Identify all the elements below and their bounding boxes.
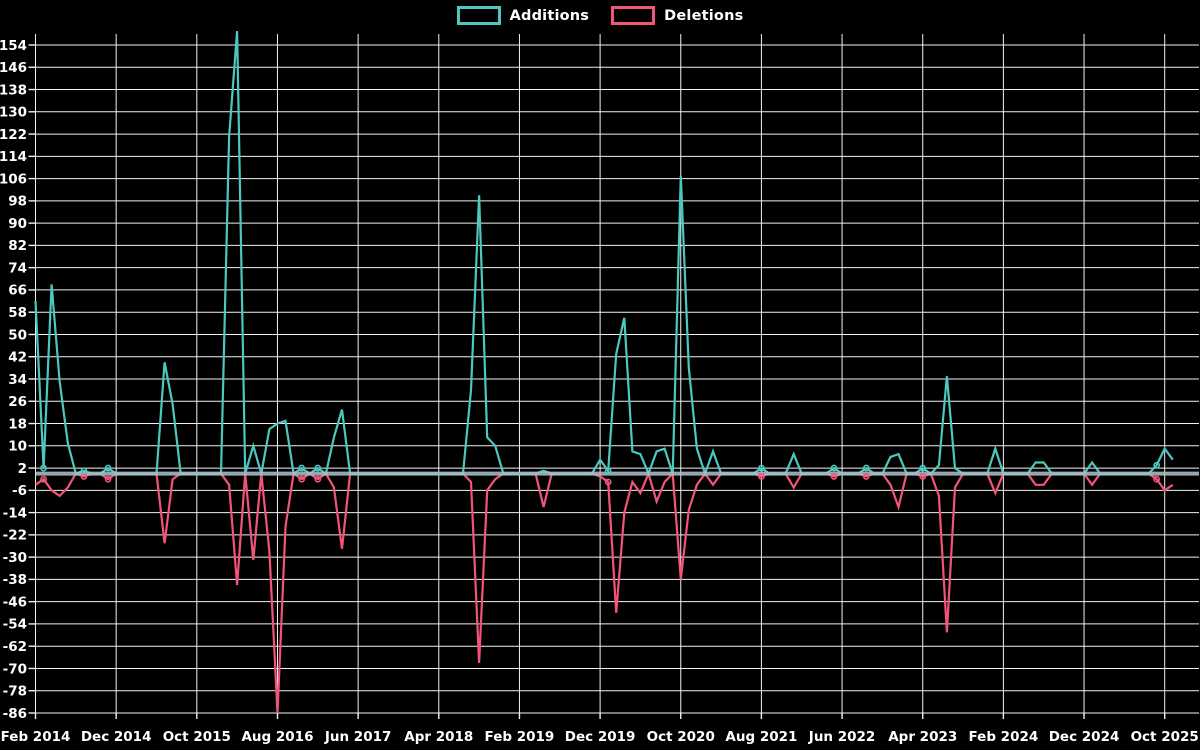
svg-text:Apr 2018: Apr 2018 xyxy=(404,729,473,745)
svg-text:106: 106 xyxy=(0,171,27,187)
svg-text:-78: -78 xyxy=(3,684,27,700)
svg-text:-22: -22 xyxy=(3,528,27,544)
svg-text:-30: -30 xyxy=(3,550,27,566)
svg-text:42: 42 xyxy=(8,350,27,366)
svg-text:50: 50 xyxy=(8,327,27,343)
svg-text:130: 130 xyxy=(0,105,27,121)
svg-text:-54: -54 xyxy=(3,617,27,633)
svg-text:114: 114 xyxy=(0,149,27,165)
svg-text:10: 10 xyxy=(8,439,27,455)
svg-text:-14: -14 xyxy=(3,505,27,521)
svg-text:-86: -86 xyxy=(3,706,27,722)
svg-text:90: 90 xyxy=(8,216,27,232)
legend-item-additions[interactable]: Additions xyxy=(456,6,590,25)
svg-text:Jun 2022: Jun 2022 xyxy=(808,729,876,745)
legend-item-deletions[interactable]: Deletions xyxy=(611,6,743,25)
svg-text:82: 82 xyxy=(8,238,27,254)
legend-label-additions: Additions xyxy=(509,7,590,24)
deletions-swatch-icon xyxy=(611,6,656,25)
svg-text:Dec 2024: Dec 2024 xyxy=(1049,729,1120,745)
svg-text:Oct 2020: Oct 2020 xyxy=(647,729,715,745)
svg-text:-38: -38 xyxy=(3,572,27,588)
svg-text:122: 122 xyxy=(0,127,27,143)
svg-text:34: 34 xyxy=(8,372,27,388)
svg-text:Jun 2017: Jun 2017 xyxy=(324,729,392,745)
svg-text:Feb 2024: Feb 2024 xyxy=(968,729,1038,745)
svg-text:Feb 2014: Feb 2014 xyxy=(1,729,71,745)
svg-text:-70: -70 xyxy=(3,661,27,677)
additions-swatch-icon xyxy=(456,6,501,25)
svg-text:-46: -46 xyxy=(3,594,27,610)
svg-text:Oct 2015: Oct 2015 xyxy=(163,729,231,745)
svg-text:Oct 2025: Oct 2025 xyxy=(1131,729,1199,745)
svg-text:Dec 2014: Dec 2014 xyxy=(81,729,152,745)
svg-text:Apr 2023: Apr 2023 xyxy=(888,729,957,745)
svg-text:154: 154 xyxy=(0,38,27,54)
svg-text:74: 74 xyxy=(8,260,27,276)
svg-text:146: 146 xyxy=(0,60,27,76)
svg-text:2: 2 xyxy=(18,461,27,477)
svg-text:66: 66 xyxy=(8,283,27,299)
svg-text:Aug 2021: Aug 2021 xyxy=(725,729,797,745)
svg-text:58: 58 xyxy=(8,305,27,321)
legend-label-deletions: Deletions xyxy=(664,7,744,24)
svg-text:Feb 2019: Feb 2019 xyxy=(485,729,555,745)
svg-text:Aug 2016: Aug 2016 xyxy=(241,729,313,745)
svg-text:-62: -62 xyxy=(3,639,27,655)
svg-text:138: 138 xyxy=(0,82,27,98)
chart-legend: Additions Deletions xyxy=(0,6,1200,25)
svg-text:98: 98 xyxy=(8,194,27,210)
svg-text:Dec 2019: Dec 2019 xyxy=(565,729,636,745)
svg-text:18: 18 xyxy=(8,416,27,432)
svg-text:26: 26 xyxy=(8,394,27,410)
svg-text:-6: -6 xyxy=(12,483,27,499)
